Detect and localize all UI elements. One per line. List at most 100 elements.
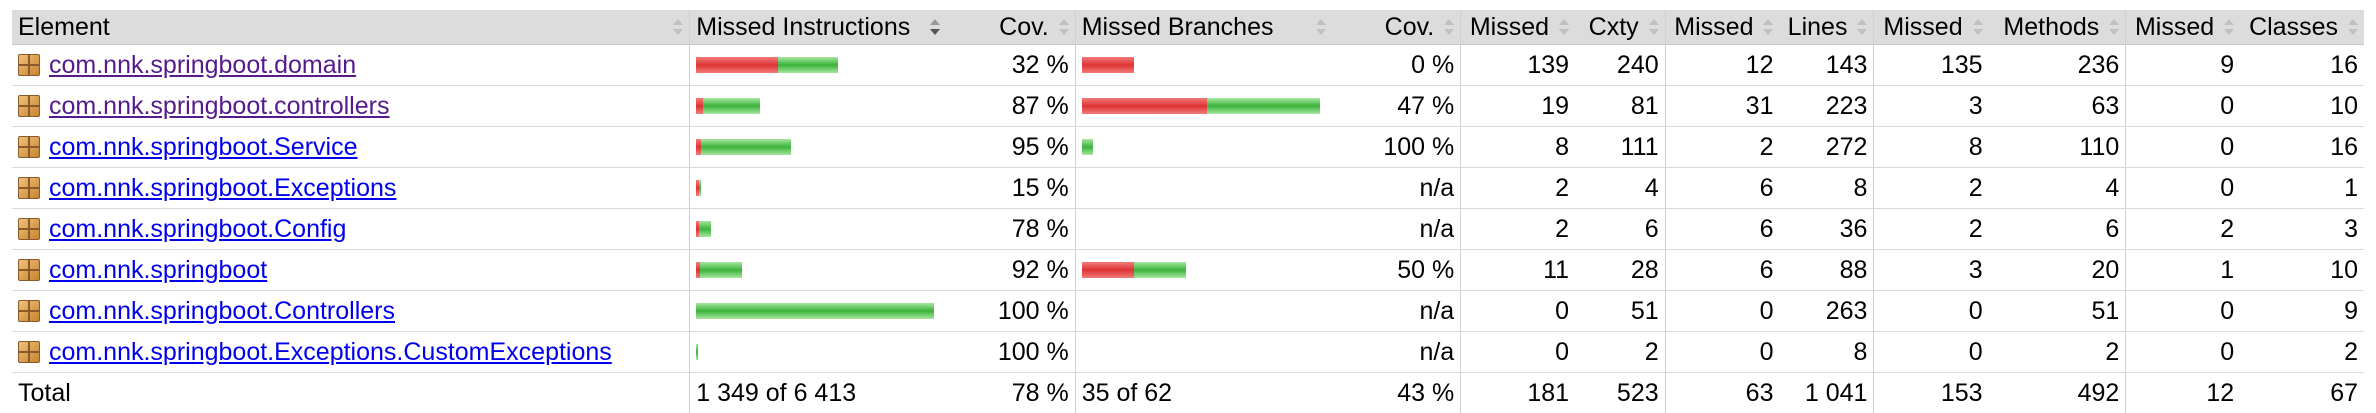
missed-lines: 6 xyxy=(1665,209,1779,250)
element-cell-content: com.nnk.springboot.Service xyxy=(18,133,683,162)
sort-icon xyxy=(1316,18,1326,36)
element-cell-content: com.nnk.springboot.Config xyxy=(18,215,683,244)
header-missed-branches[interactable]: Missed Branches xyxy=(1075,10,1331,45)
header-classes[interactable]: Classes xyxy=(2240,10,2364,45)
branches-bar-cell xyxy=(1075,250,1331,291)
header-missed-classes[interactable]: Missed xyxy=(2126,10,2240,45)
lines: 36 xyxy=(1779,209,1873,250)
complexity: 2 xyxy=(1575,332,1665,373)
header-missed-lines[interactable]: Missed xyxy=(1665,10,1779,45)
methods: 4 xyxy=(1989,168,2126,209)
sort-icon xyxy=(2224,18,2234,36)
missed-complexity: 139 xyxy=(1461,45,1575,86)
element-cell-content: com.nnk.springboot.Exceptions.CustomExce… xyxy=(18,338,683,367)
package-link[interactable]: com.nnk.springboot.Exceptions.CustomExce… xyxy=(49,338,612,367)
instructions-coverage: 95 % xyxy=(946,127,1075,168)
total-label: Total xyxy=(12,373,690,413)
header-missed-label: Missed xyxy=(1470,13,1549,41)
package-icon xyxy=(18,259,40,281)
instructions-bar-cell xyxy=(690,127,946,168)
header-element[interactable]: Element xyxy=(12,10,690,45)
package-link[interactable]: com.nnk.springboot.Config xyxy=(49,215,346,244)
instructions-coverage: 100 % xyxy=(946,332,1075,373)
classes: 2 xyxy=(2240,332,2364,373)
total-methods: 492 xyxy=(1989,373,2126,413)
element-cell-content: com.nnk.springboot.Controllers xyxy=(18,297,683,326)
total-branches: 35 of 62 xyxy=(1075,373,1331,413)
header-classes-label: Classes xyxy=(2249,13,2338,41)
sort-icon xyxy=(1857,18,1867,36)
methods: 51 xyxy=(1989,291,2126,332)
header-lines-label: Lines xyxy=(1788,13,1848,41)
sort-icon xyxy=(2109,18,2119,36)
classes: 3 xyxy=(2240,209,2364,250)
classes: 10 xyxy=(2240,86,2364,127)
classes: 1 xyxy=(2240,168,2364,209)
missed-classes: 9 xyxy=(2126,45,2240,86)
missed-branches-bar xyxy=(1082,98,1207,114)
instructions-bar xyxy=(696,343,940,361)
sort-icon xyxy=(2348,18,2358,36)
header-cov-label: Cov. xyxy=(1385,13,1435,41)
covered-instructions-bar xyxy=(701,139,791,155)
missed-complexity: 2 xyxy=(1461,168,1575,209)
branches-coverage: n/a xyxy=(1332,209,1461,250)
header-cov-instructions[interactable]: Cov. xyxy=(946,10,1075,45)
missed-complexity: 19 xyxy=(1461,86,1575,127)
package-link[interactable]: com.nnk.springboot.domain xyxy=(49,51,356,80)
covered-instructions-bar xyxy=(696,303,934,319)
header-missed-cxty[interactable]: Missed xyxy=(1461,10,1575,45)
element-cell-content: com.nnk.springboot.Exceptions xyxy=(18,174,683,203)
header-missed-methods[interactable]: Missed xyxy=(1874,10,1989,45)
missed-branches-bar xyxy=(1082,262,1134,278)
instructions-bar-cell xyxy=(690,332,946,373)
missed-lines: 6 xyxy=(1665,168,1779,209)
header-lines[interactable]: Lines xyxy=(1779,10,1873,45)
missed-methods: 0 xyxy=(1874,332,1989,373)
missed-methods: 2 xyxy=(1874,168,1989,209)
branches-bar xyxy=(1082,97,1326,115)
header-element-label: Element xyxy=(18,13,110,41)
covered-instructions-bar xyxy=(699,180,701,196)
instructions-bar-cell xyxy=(690,168,946,209)
header-missed-instructions[interactable]: Missed Instructions xyxy=(690,10,946,45)
methods: 110 xyxy=(1989,127,2126,168)
header-cov-branches[interactable]: Cov. xyxy=(1332,10,1461,45)
covered-branches-bar xyxy=(1134,262,1186,278)
branches-bar-cell xyxy=(1075,209,1331,250)
package-icon xyxy=(18,218,40,240)
lines: 8 xyxy=(1779,168,1873,209)
header-cxty-label: Cxty xyxy=(1589,13,1639,41)
missed-lines: 0 xyxy=(1665,291,1779,332)
complexity: 240 xyxy=(1575,45,1665,86)
table-footer: Total 1 349 of 6 413 78 % 35 of 62 43 % … xyxy=(12,373,2364,413)
branches-bar xyxy=(1082,220,1326,238)
instructions-bar xyxy=(696,97,940,115)
element-cell-content: com.nnk.springboot.domain xyxy=(18,51,683,80)
package-link[interactable]: com.nnk.springboot.Service xyxy=(49,133,357,162)
package-link[interactable]: com.nnk.springboot.controllers xyxy=(49,92,389,121)
package-link[interactable]: com.nnk.springboot.Exceptions xyxy=(49,174,396,203)
instructions-coverage: 15 % xyxy=(946,168,1075,209)
header-cxty[interactable]: Cxty xyxy=(1575,10,1665,45)
package-icon xyxy=(18,341,40,363)
classes: 9 xyxy=(2240,291,2364,332)
total-missed-classes: 12 xyxy=(2126,373,2240,413)
branches-coverage: n/a xyxy=(1332,332,1461,373)
total-cxty: 523 xyxy=(1575,373,1665,413)
package-link[interactable]: com.nnk.springboot xyxy=(49,256,267,285)
header-methods[interactable]: Methods xyxy=(1989,10,2126,45)
covered-instructions-bar xyxy=(700,262,742,278)
element-cell: com.nnk.springboot.Service xyxy=(12,127,690,168)
instructions-bar xyxy=(696,302,940,320)
instructions-bar xyxy=(696,56,940,74)
package-link[interactable]: com.nnk.springboot.Controllers xyxy=(49,297,395,326)
missed-complexity: 11 xyxy=(1461,250,1575,291)
branches-bar-cell xyxy=(1075,168,1331,209)
complexity: 4 xyxy=(1575,168,1665,209)
